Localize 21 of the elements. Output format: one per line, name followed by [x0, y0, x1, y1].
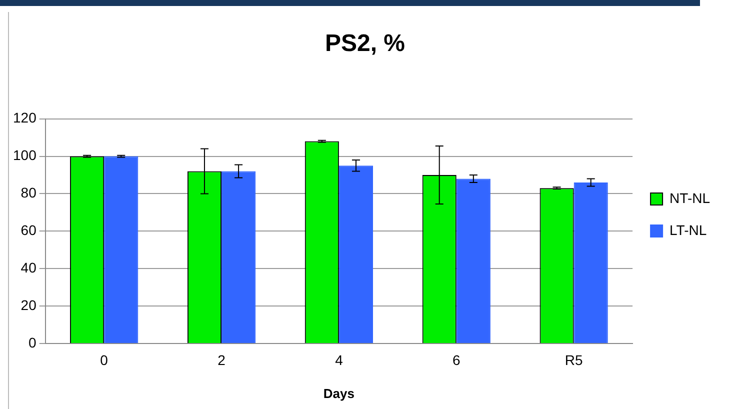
legend-label: NT-NL — [670, 190, 710, 206]
x-tick-label: R5 — [564, 352, 583, 368]
y-tick-label: 0 — [28, 334, 37, 350]
y-tick-label: 100 — [13, 147, 37, 164]
bar — [104, 156, 138, 344]
y-tick-label: 20 — [20, 296, 37, 313]
bar — [338, 166, 374, 344]
legend-label: LT-NL — [670, 222, 707, 238]
y-tick-label: 120 — [13, 110, 37, 126]
x-tick-label: 2 — [218, 352, 226, 368]
bar — [222, 171, 256, 344]
y-tick-label: 60 — [20, 222, 37, 238]
x-tick-label: 0 — [100, 352, 108, 368]
bar — [456, 178, 490, 344]
bar — [574, 182, 608, 344]
x-axis-title: Days — [323, 386, 354, 401]
y-tick-label: 80 — [20, 184, 37, 201]
y-tick-label: 40 — [20, 260, 37, 276]
x-tick-label: 6 — [452, 352, 460, 368]
chart-title: PS2, % — [324, 30, 406, 58]
x-tick-label: 4 — [335, 352, 344, 368]
